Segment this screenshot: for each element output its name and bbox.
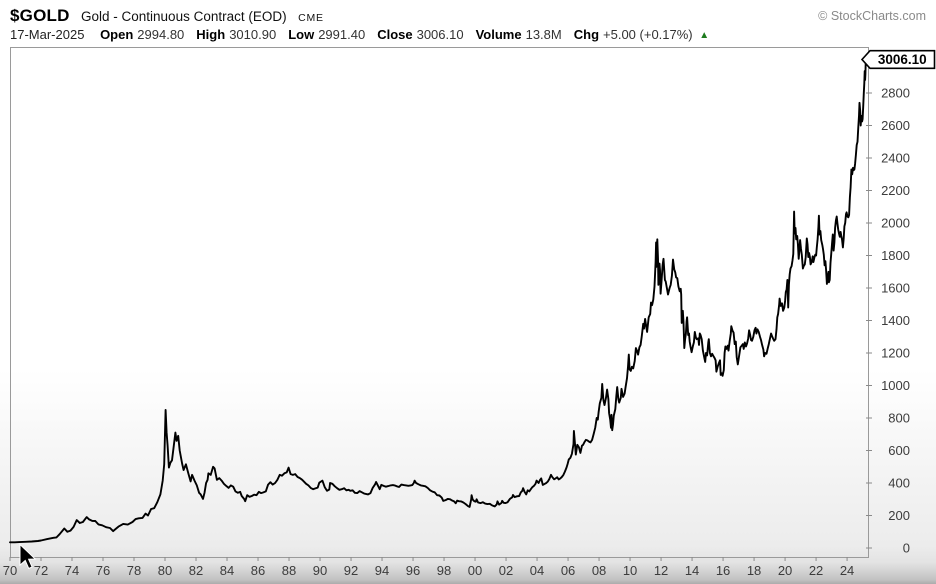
- quote-value-chg: +5.00 (+0.17%): [603, 27, 693, 42]
- x-axis-label: 94: [375, 563, 389, 578]
- plot-border: [10, 47, 869, 558]
- quote-value-volume: 13.8M: [525, 27, 562, 42]
- x-axis-label: 92: [344, 563, 358, 578]
- gold-price-line: [9, 58, 867, 544]
- last-price-tag: [860, 49, 936, 70]
- y-axis-label: 200: [888, 508, 910, 523]
- quote-label-volume: Volume: [475, 27, 522, 42]
- quote-label-close: Close: [377, 27, 413, 42]
- x-axis-label: 78: [127, 563, 141, 578]
- quote-value-close: 3006.10: [416, 27, 464, 42]
- y-axis-label: 1800: [881, 248, 910, 263]
- quote-value-high: 3010.90: [229, 27, 277, 42]
- y-axis-label: 2600: [881, 118, 910, 133]
- x-axis-label: 04: [530, 563, 544, 578]
- chart-plot-area: 0 200 400 600 800 1000 1200 1400 1600 1800 2000 220…: [0, 47, 936, 584]
- x-axis-label: 20: [778, 563, 792, 578]
- quote-fields: Open 2994.80 High 3010.90 Low 2991.40 Close 300…: [88, 27, 693, 42]
- x-axis-label: 12: [654, 563, 668, 578]
- x-axis-label: 06: [561, 563, 575, 578]
- x-axis-label: 02: [499, 563, 513, 578]
- x-axis-label: 84: [220, 563, 234, 578]
- mouse-cursor-icon: [19, 543, 37, 570]
- y-axis-label: 1000: [881, 378, 910, 393]
- x-axis-label: 22: [809, 563, 823, 578]
- x-axis-label: 10: [623, 563, 637, 578]
- y-axis-label: 2400: [881, 151, 910, 166]
- x-axis-label: 88: [282, 563, 296, 578]
- x-axis-label: 72: [34, 563, 48, 578]
- x-axis-label: 90: [313, 563, 327, 578]
- y-axis-label: 800: [888, 411, 910, 426]
- x-axis-label: 82: [189, 563, 203, 578]
- quote-label-high: High: [196, 27, 226, 42]
- y-axis-label: 600: [888, 443, 910, 458]
- x-axis-label: 00: [468, 563, 482, 578]
- y-axis-label: 2200: [881, 183, 910, 198]
- x-axis-label: 16: [716, 563, 730, 578]
- x-axis-label: 08: [592, 563, 606, 578]
- change-up-arrow-icon: ▲: [699, 30, 710, 41]
- y-axis-label: 400: [888, 476, 910, 491]
- stockcharts-credit: © StockCharts.com: [818, 9, 926, 23]
- quote-label-open: Open: [100, 27, 134, 42]
- y-axis-label: 1400: [881, 313, 910, 328]
- x-axis-label: 74: [65, 563, 79, 578]
- y-axis-label: 2000: [881, 216, 910, 231]
- quote-label-low: Low: [288, 27, 315, 42]
- x-axis-label: 24: [840, 563, 854, 578]
- x-axis-label: 14: [685, 563, 699, 578]
- x-axis-label: 76: [96, 563, 110, 578]
- x-axis-label: 96: [406, 563, 420, 578]
- x-axis-label: 70: [3, 563, 17, 578]
- y-axis-label: 0: [903, 541, 910, 556]
- price-chart-svg: 0200400600800100012001400160018002000220…: [3, 47, 936, 578]
- chart-header: $GOLD Gold - Continuous Contract (EOD) C…: [10, 6, 926, 25]
- y-axis-label: 1600: [881, 281, 910, 296]
- ticker-symbol: $GOLD: [10, 6, 70, 25]
- x-axis-label: 80: [158, 563, 172, 578]
- x-axis-label: 86: [251, 563, 265, 578]
- x-axis-label: 98: [437, 563, 451, 578]
- quote-date: 17-Mar-2025: [10, 27, 85, 42]
- chart-title: Gold - Continuous Contract (EOD): [81, 9, 287, 24]
- quote-value-open: 2994.80: [137, 27, 185, 42]
- exchange-label: CME: [298, 12, 324, 24]
- quote-value-low: 2991.40: [318, 27, 366, 42]
- y-axis-label: 2800: [881, 86, 910, 101]
- quote-label-chg: Chg: [573, 27, 600, 42]
- x-axis-label: 18: [747, 563, 761, 578]
- y-axis-label: 1200: [881, 346, 910, 361]
- last-price-tag-text: 3006.10: [878, 52, 927, 67]
- quote-summary-row: 17-Mar-2025 Open 2994.80 High 3010.90 Low 299…: [10, 27, 926, 44]
